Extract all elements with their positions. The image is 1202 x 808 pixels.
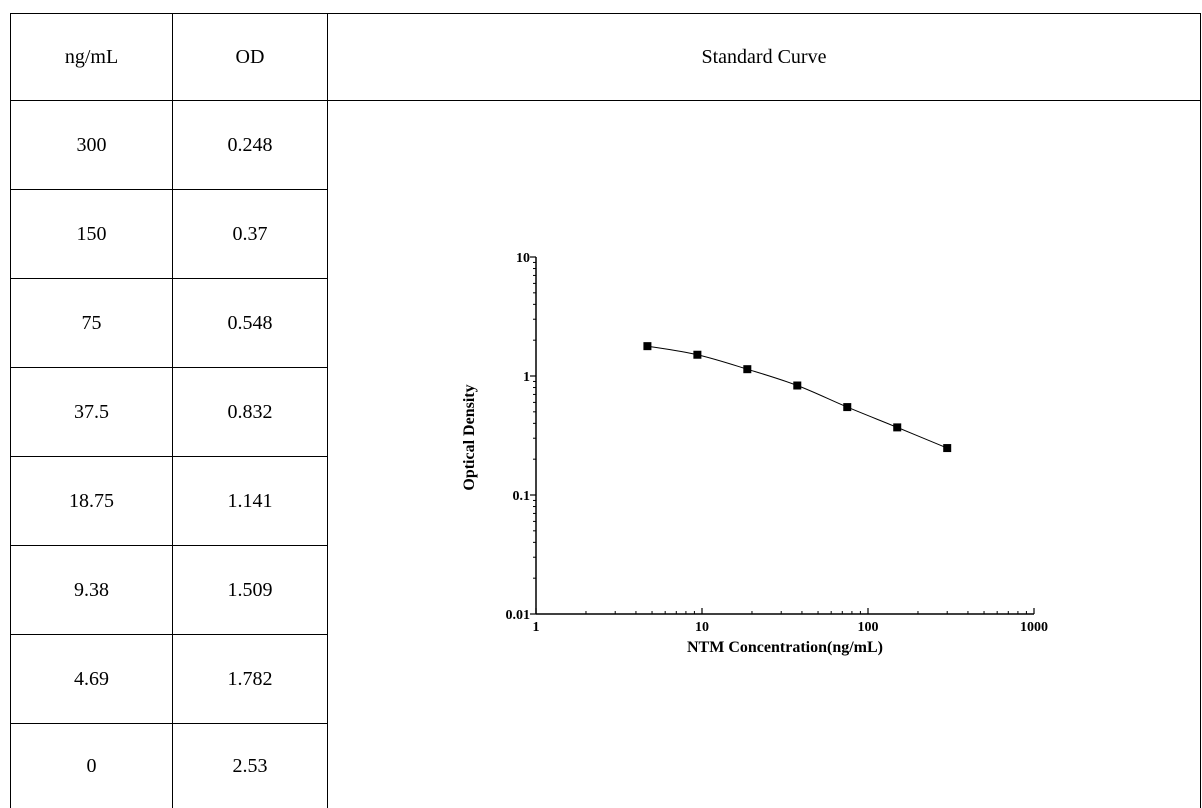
cell-od: 1.782 <box>173 635 328 724</box>
cell-concentration: 18.75 <box>11 457 173 546</box>
x-tick-label: 1 <box>533 620 540 635</box>
cell-od: 0.37 <box>173 190 328 279</box>
cell-od: 0.832 <box>173 368 328 457</box>
data-point-marker <box>793 382 801 390</box>
y-tick-label: 1 <box>523 370 530 385</box>
cell-od: 0.548 <box>173 279 328 368</box>
y-tick-label: 10 <box>516 251 530 266</box>
cell-concentration: 300 <box>11 101 173 190</box>
chart-data-points <box>643 342 951 452</box>
data-point-marker <box>693 351 701 359</box>
data-point-marker <box>743 365 751 373</box>
x-tick-label: 1000 <box>1020 620 1048 635</box>
y-tick-label: 0.1 <box>513 489 531 504</box>
chart-axes: 0.01 0.1 1 10 1 10 100 1000 <box>506 251 1049 635</box>
x-axis-label: NTM Concentration(ng/mL) <box>687 639 883 656</box>
cell-od: 1.141 <box>173 457 328 546</box>
y-tick-label: 0.01 <box>506 608 531 623</box>
cell-od: 1.509 <box>173 546 328 635</box>
header-od: OD <box>173 14 328 101</box>
cell-concentration: 75 <box>11 279 173 368</box>
cell-concentration: 4.69 <box>11 635 173 724</box>
data-point-marker <box>643 342 651 350</box>
cell-od: 0.248 <box>173 101 328 190</box>
data-point-marker <box>843 403 851 411</box>
cell-od: 2.53 <box>173 724 328 808</box>
cell-concentration: 150 <box>11 190 173 279</box>
data-point-marker <box>943 444 951 452</box>
y-axis-label: Optical Density <box>461 384 478 490</box>
x-tick-label: 10 <box>695 620 709 635</box>
header-concentration: ng/mL <box>11 14 173 101</box>
chart-tick-labels: 0.01 0.1 1 10 1 10 100 1000 <box>506 251 1049 635</box>
fit-curve-line <box>647 346 947 448</box>
data-point-marker <box>893 423 901 431</box>
standard-curve-chart: 0.01 0.1 1 10 1 10 100 1000 NTM Concentration(n… <box>317 100 1201 800</box>
header-standard-curve: Standard Curve <box>328 14 1201 101</box>
cell-concentration: 37.5 <box>11 368 173 457</box>
cell-concentration: 0 <box>11 724 173 808</box>
table-header-row: ng/mL OD Standard Curve <box>11 14 1201 101</box>
cell-concentration: 9.38 <box>11 546 173 635</box>
chart-ticks <box>530 257 1034 614</box>
x-tick-label: 100 <box>858 620 879 635</box>
